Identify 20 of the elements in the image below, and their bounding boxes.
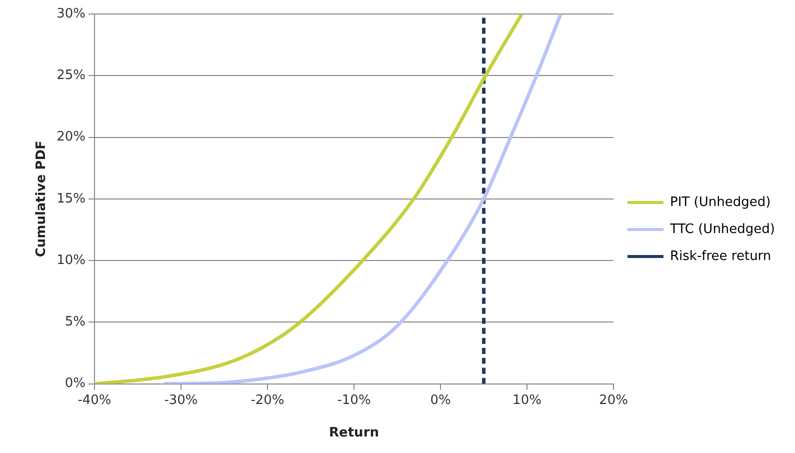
y-tick-label: 20%	[56, 130, 86, 145]
x-axis-title: Return	[329, 426, 379, 441]
y-tick-label: 30%	[56, 6, 86, 22]
y-tick-label: 0%	[64, 376, 86, 392]
line-series	[162, 14, 562, 384]
x-tick-label: -20%	[250, 392, 284, 408]
legend-label: PIT (Unhedged)	[670, 194, 771, 210]
y-tick-label: 25%	[56, 68, 86, 84]
y-tick-label: 10%	[56, 252, 86, 268]
y-axis-title: Cumulative PDF	[34, 140, 50, 258]
y-tick-label: 5%	[64, 314, 86, 330]
y-tick-label: 15%	[56, 191, 86, 206]
x-tick-label: -30%	[164, 392, 198, 408]
x-tick-label: 0%	[430, 392, 451, 408]
x-tick-label: 10%	[512, 392, 542, 408]
legend-label: TTC (Unhedged)	[669, 222, 776, 237]
legend-label: Risk-free return	[670, 248, 772, 264]
x-tick-label: -40%	[78, 392, 112, 408]
x-tick-label: -10%	[337, 392, 371, 408]
x-tick-label: 20%	[599, 392, 628, 408]
